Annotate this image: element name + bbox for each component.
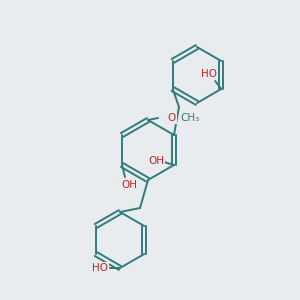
Text: HO: HO bbox=[92, 263, 108, 273]
Text: OH: OH bbox=[121, 180, 137, 190]
Text: OH: OH bbox=[148, 156, 164, 166]
Text: CH₃: CH₃ bbox=[180, 113, 199, 123]
Text: HO: HO bbox=[201, 69, 217, 79]
Text: O: O bbox=[168, 113, 176, 123]
